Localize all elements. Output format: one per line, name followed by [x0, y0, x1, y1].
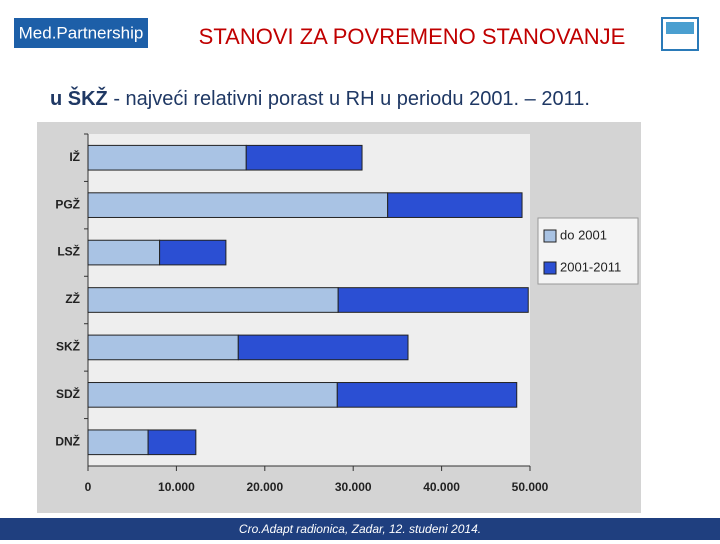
bar-segment	[159, 239, 227, 266]
subtitle: u ŠKŽ - najveći relativni porast u RH u …	[50, 86, 590, 110]
bar-segment	[336, 382, 518, 408]
bar-segment	[87, 429, 149, 456]
footer-text: Cro.Adapt radionica, Zadar, 12. studeni …	[239, 522, 481, 536]
x-tick-label: 50.000	[512, 480, 549, 494]
bar-segment	[87, 239, 161, 266]
bar-segment	[147, 429, 197, 456]
legend-swatch	[543, 229, 557, 243]
y-tick-label: SDŽ	[56, 386, 80, 401]
y-tick-label: PGŽ	[55, 196, 80, 211]
logo-right-mark	[666, 22, 694, 34]
bar-segment	[87, 144, 247, 171]
legend-label: do 2001	[560, 227, 607, 242]
logo-text: Med.Partnership	[19, 23, 144, 42]
bar-segment	[387, 192, 523, 218]
chart: 0 10.000 20.000 30.000 40.000 50.000 IŽ PGŽ LSŽ Z…	[55, 133, 639, 494]
x-tick-label: 30.000	[335, 480, 372, 494]
subtitle-lead: u ŠKŽ	[50, 86, 108, 110]
slide-title: STANOVI ZA POVREMENO STANOVANJE	[199, 24, 626, 49]
bar-segment	[337, 287, 529, 313]
legend-swatch	[543, 261, 557, 275]
bar-segment	[87, 382, 338, 408]
x-tick-label: 40.000	[423, 480, 460, 494]
x-tick-label: 10.000	[158, 480, 195, 494]
bar-segment	[87, 334, 239, 361]
footer-bar	[0, 518, 720, 540]
subtitle-rest: - najveći relativni porast u RH u period…	[113, 88, 590, 110]
x-tick-label: 0	[85, 480, 92, 494]
logo-box	[14, 18, 148, 48]
bar-segment	[245, 144, 363, 171]
y-tick-label: LSŽ	[57, 244, 80, 259]
bar-segment	[237, 334, 409, 361]
y-tick-label: SKŽ	[56, 339, 80, 354]
y-tick-label: IŽ	[69, 149, 80, 164]
y-tick-label: ZŽ	[65, 291, 80, 306]
y-tick-label: DNŽ	[55, 433, 80, 448]
bar-segment	[87, 287, 339, 313]
bar-segment	[87, 192, 389, 218]
legend-label: 2001-2011	[560, 259, 621, 274]
x-tick-label: 20.000	[246, 480, 283, 494]
